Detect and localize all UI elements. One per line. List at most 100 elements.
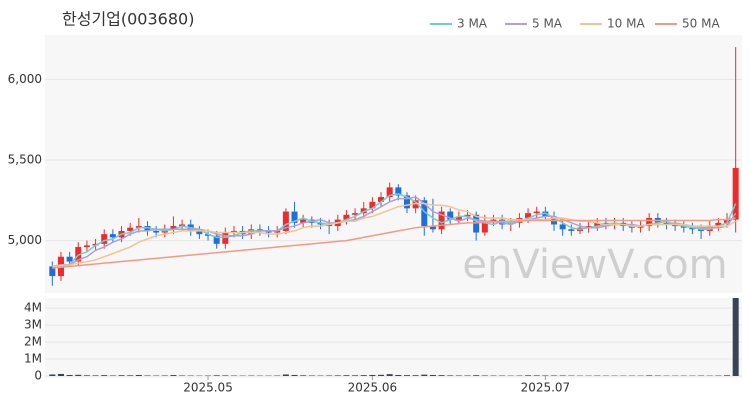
candle-body: [732, 168, 739, 220]
candle-body: [317, 222, 324, 225]
legend-label: 50 MA: [682, 17, 720, 31]
candle-body: [144, 226, 151, 231]
candle-body: [282, 211, 289, 231]
y-tick-label: 1M: [24, 352, 42, 366]
candle-body: [698, 229, 705, 231]
y-tick-label: 6,000: [8, 72, 42, 86]
volume-bar: [360, 375, 367, 376]
volume-bar: [300, 375, 307, 376]
y-tick-label: 5,000: [8, 233, 42, 247]
candle-body: [568, 229, 575, 231]
volume-bar: [403, 375, 410, 376]
candle-body: [230, 230, 237, 233]
candle-body: [429, 226, 436, 230]
candle-body: [343, 214, 350, 220]
candle-body: [706, 226, 713, 231]
candle-body: [274, 230, 281, 233]
volume-bar: [75, 374, 82, 376]
candle-body: [447, 211, 454, 220]
volume-bar: [343, 375, 350, 376]
volume-bar: [222, 375, 229, 376]
candle-body: [663, 222, 670, 225]
volume-bar: [83, 375, 90, 376]
candle-body: [525, 213, 532, 219]
ma-line: [52, 202, 737, 268]
price-panel: [45, 35, 742, 293]
candle-body: [689, 227, 696, 230]
candle-body: [438, 211, 445, 230]
candle-body: [326, 224, 333, 227]
volume-bar: [118, 375, 125, 376]
candle-body: [507, 222, 514, 225]
candle-body: [109, 234, 116, 238]
candle-body: [378, 197, 385, 202]
candle-body: [222, 232, 229, 244]
legend-label: 3 MA: [457, 17, 488, 31]
candle-body: [594, 222, 601, 227]
x-tick-label: 2025.05: [183, 381, 233, 395]
volume-bar: [412, 375, 419, 376]
y-tick-label: 5,500: [8, 152, 42, 166]
candle-body: [464, 214, 471, 217]
candle-body: [585, 226, 592, 228]
volume-bar: [326, 375, 333, 376]
volume-bar: [447, 375, 454, 376]
candle-body: [352, 213, 359, 215]
candle-body: [611, 222, 618, 225]
candle-body: [602, 222, 609, 225]
candle-body: [205, 234, 212, 236]
volume-bar: [101, 375, 108, 376]
candle-body: [265, 230, 272, 233]
candle-body: [170, 226, 177, 230]
candle-body: [516, 218, 523, 223]
candle-body: [369, 201, 376, 209]
volume-bar: [308, 375, 315, 376]
candle-body: [499, 219, 506, 225]
candle-body: [628, 226, 635, 228]
volume-bar: [386, 374, 393, 376]
legend-label: 10 MA: [607, 17, 645, 31]
volume-bar: [473, 375, 480, 376]
candle-body: [291, 211, 298, 223]
volume-bar: [421, 374, 428, 376]
y-tick-label: 2M: [24, 335, 42, 349]
volume-bar: [369, 374, 376, 376]
legend-label: 5 MA: [532, 17, 563, 31]
candle-body: [127, 227, 134, 231]
candle-body: [646, 218, 653, 227]
candle-body: [101, 234, 108, 244]
candle-body: [135, 226, 142, 228]
ma-line: [52, 217, 736, 269]
candle-body: [715, 222, 722, 227]
volume-bar: [438, 375, 445, 376]
volume-bar: [135, 374, 142, 376]
candle-body: [473, 214, 480, 233]
volume-bar: [109, 375, 116, 376]
candle-body: [680, 226, 687, 228]
volume-bar: [525, 375, 532, 376]
y-tick-label: 4M: [24, 301, 42, 315]
candle-body: [179, 224, 186, 227]
volume-bar: [464, 375, 471, 376]
volume-bar: [732, 298, 739, 376]
volume-bar: [559, 375, 566, 376]
x-tick-label: 2025.07: [521, 381, 571, 395]
volume-bar: [646, 375, 653, 376]
volume-bar: [542, 375, 549, 376]
candle-body: [300, 219, 307, 223]
candle-body: [153, 230, 160, 233]
volume-bar: [378, 374, 385, 376]
x-tick-label: 2025.06: [348, 381, 398, 395]
candle-body: [360, 208, 367, 214]
candle-body: [75, 247, 82, 262]
volume-bar: [127, 375, 134, 376]
volume-bar: [481, 375, 488, 376]
volume-bar: [161, 375, 168, 376]
candle-body: [533, 211, 540, 214]
volume-bar: [533, 375, 540, 376]
candle-body: [386, 187, 393, 198]
volume-bar: [551, 375, 558, 376]
volume-bar: [724, 375, 731, 376]
